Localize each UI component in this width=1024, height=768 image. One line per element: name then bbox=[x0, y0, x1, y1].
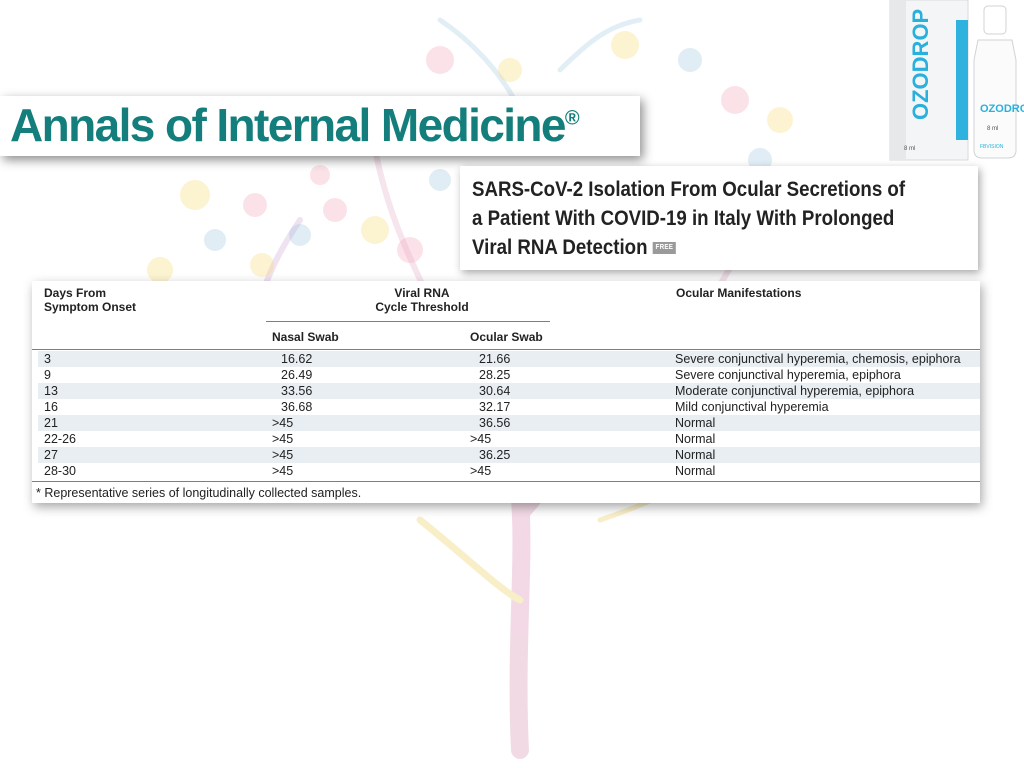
cell-ocular: 21.66 bbox=[479, 352, 511, 366]
free-badge: FREE bbox=[652, 242, 676, 255]
cell-manifestations: Normal bbox=[675, 448, 716, 462]
header-ocular-swab: Ocular Swab bbox=[470, 330, 543, 344]
table-row: 28-30 >45 >45 Normal bbox=[38, 463, 980, 479]
table-row: 9 26.49 28.25 Severe conjunctival hyperemia… bbox=[38, 367, 980, 383]
article-title: SARS-CoV-2 Isolation From Ocular Secreti… bbox=[472, 175, 917, 262]
cell-ocular: 36.25 bbox=[479, 448, 511, 462]
table-row: 13 33.56 30.64 Moderate conjunctival hypere… bbox=[38, 383, 980, 399]
cell-days: 22-26 bbox=[44, 432, 76, 446]
cell-nasal: 36.68 bbox=[281, 400, 313, 414]
table-row: 22-26 >45 >45 Normal bbox=[38, 431, 980, 447]
table-row: 27 >45 36.25 Normal bbox=[38, 447, 980, 463]
product-brand-on-box: OZODROP bbox=[908, 9, 933, 120]
cell-days: 9 bbox=[44, 368, 51, 382]
header-bottom-rule bbox=[32, 349, 980, 350]
header-subrule bbox=[266, 321, 550, 322]
cell-manifestations: Normal bbox=[675, 432, 716, 446]
table-row: 21 >45 36.56 Normal bbox=[38, 415, 980, 431]
cell-manifestations: Severe conjunctival hyperemia, epiphora bbox=[675, 368, 901, 382]
header-ocular-manifestations: Ocular Manifestations bbox=[676, 286, 802, 300]
cell-nasal: >45 bbox=[272, 416, 294, 430]
registered-mark: ® bbox=[564, 107, 580, 130]
table-body: 3 16.62 21.66 Severe conjunctival hyperemia… bbox=[38, 351, 980, 479]
journal-banner: Annals of Internal Medicine® bbox=[0, 96, 640, 156]
cell-ocular: >45 bbox=[470, 464, 492, 478]
cell-nasal: 33.56 bbox=[281, 384, 313, 398]
cell-nasal: >45 bbox=[272, 448, 294, 462]
journal-name-text: Annals of Internal Medicine bbox=[10, 99, 566, 151]
article-card: SARS-CoV-2 Isolation From Ocular Secreti… bbox=[460, 166, 978, 270]
cell-days: 27 bbox=[44, 448, 58, 462]
header-days-from-onset: Days From Symptom Onset bbox=[44, 286, 137, 314]
cell-days: 28-30 bbox=[44, 464, 76, 478]
cell-days: 16 bbox=[44, 400, 58, 414]
header-nasal-swab: Nasal Swab bbox=[272, 330, 339, 344]
cell-ocular: 36.56 bbox=[479, 416, 511, 430]
cell-manifestations: Mild conjunctival hyperemia bbox=[675, 400, 829, 414]
cell-nasal: 26.49 bbox=[281, 368, 313, 382]
cell-nasal: >45 bbox=[272, 464, 294, 478]
table-footnote: * Representative series of longitudinall… bbox=[36, 486, 362, 500]
cell-ocular: 32.17 bbox=[479, 400, 511, 414]
cell-manifestations: Moderate conjunctival hyperemia, epiphor… bbox=[675, 384, 915, 398]
results-table: Days From Symptom Onset Viral RNA Cycle … bbox=[32, 281, 980, 503]
product-maker: FBVISION bbox=[980, 144, 1004, 150]
cell-days: 3 bbox=[44, 352, 51, 366]
cell-nasal: 16.62 bbox=[281, 352, 313, 366]
eye-drop-product-image: OZODROP 8 ml OZODROP 8 ml FBVISION bbox=[884, 0, 1024, 165]
table-row: 16 36.68 32.17 Mild conjunctival hyperemia bbox=[38, 399, 980, 415]
product-volume-on-bottle: 8 ml bbox=[987, 126, 998, 132]
product-brand-on-bottle: OZODROP bbox=[980, 103, 1024, 115]
article-title-text: SARS-CoV-2 Isolation From Ocular Secreti… bbox=[472, 178, 906, 259]
cell-ocular: >45 bbox=[470, 432, 492, 446]
cell-manifestations: Normal bbox=[675, 416, 716, 430]
cell-nasal: >45 bbox=[272, 432, 294, 446]
cell-days: 13 bbox=[44, 384, 58, 398]
product-volume-on-box: 8 ml bbox=[904, 146, 915, 152]
cell-manifestations: Normal bbox=[675, 464, 716, 478]
journal-name: Annals of Internal Medicine® bbox=[10, 98, 580, 152]
table-row: 3 16.62 21.66 Severe conjunctival hyperemia… bbox=[38, 351, 980, 367]
cell-ocular: 30.64 bbox=[479, 384, 511, 398]
cell-manifestations: Severe conjunctival hyperemia, chemosis,… bbox=[675, 352, 961, 366]
header-viral-rna: Viral RNA Cycle Threshold bbox=[375, 286, 469, 314]
cell-ocular: 28.25 bbox=[479, 368, 511, 382]
table-bottom-rule bbox=[32, 481, 980, 482]
cell-days: 21 bbox=[44, 416, 58, 430]
